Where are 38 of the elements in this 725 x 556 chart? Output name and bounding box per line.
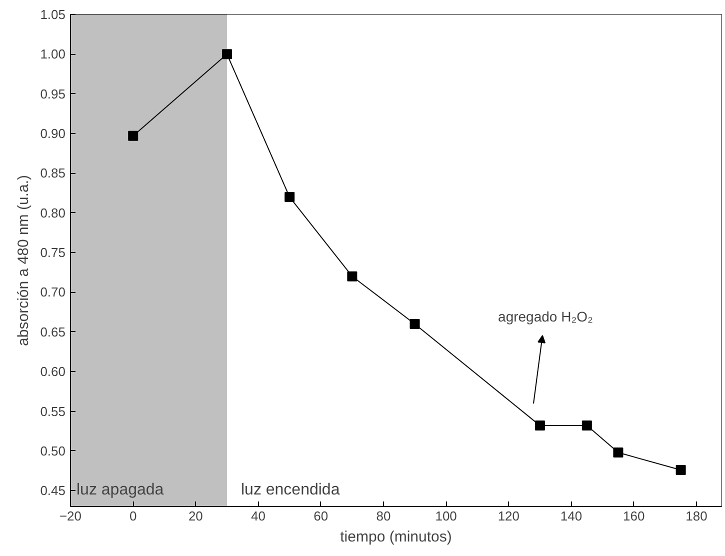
y-tick-label: 0.80 [40, 205, 66, 220]
y-tick-label: 0.55 [40, 404, 66, 419]
point [128, 130, 138, 141]
point [613, 448, 624, 458]
x-tick-label: 120 [498, 508, 520, 524]
x-tick-label: −20 [59, 508, 82, 524]
y-tick-label: 0.95 [40, 86, 66, 102]
y-tick-label: 0.90 [40, 126, 66, 142]
x-axis-title: tiempo (minutos) [340, 528, 452, 546]
annotation: agregado H₂O₂ [498, 308, 593, 324]
point [410, 318, 420, 329]
x-tick-label: 160 [623, 508, 645, 524]
y-tick-label: 1.05 [40, 7, 66, 22]
point [676, 464, 686, 475]
x-tick-label: 0 [129, 508, 137, 524]
band-label: luz encendida [240, 482, 340, 498]
y-axis-title: absorción a 480 nm (u.a.) [15, 175, 32, 346]
x-tick-label: 40 [251, 508, 266, 524]
point [222, 49, 232, 60]
y-tick-label: 0.85 [40, 166, 66, 181]
point [347, 271, 358, 282]
x-tick-label: 180 [686, 508, 708, 524]
y-tick-label: 0.60 [40, 364, 66, 380]
y-tick-label: 1.00 [40, 46, 66, 62]
point [582, 420, 592, 431]
x-tick-label: 20 [188, 508, 203, 524]
x-tick-label: 140 [560, 508, 582, 524]
y-tick-label: 0.65 [40, 324, 66, 340]
x-tick-label: 80 [376, 508, 391, 524]
y-tick-label: 0.70 [40, 284, 66, 300]
y-tick-label: 0.50 [40, 443, 66, 458]
band-label: luz apagada [76, 482, 164, 498]
y-tick-label: 0.75 [40, 245, 66, 260]
y-tick-label: 0.45 [40, 483, 66, 498]
x-tick-label: 100 [435, 508, 457, 524]
point [284, 192, 295, 202]
point [534, 420, 545, 431]
x-tick-label: 60 [314, 508, 328, 524]
